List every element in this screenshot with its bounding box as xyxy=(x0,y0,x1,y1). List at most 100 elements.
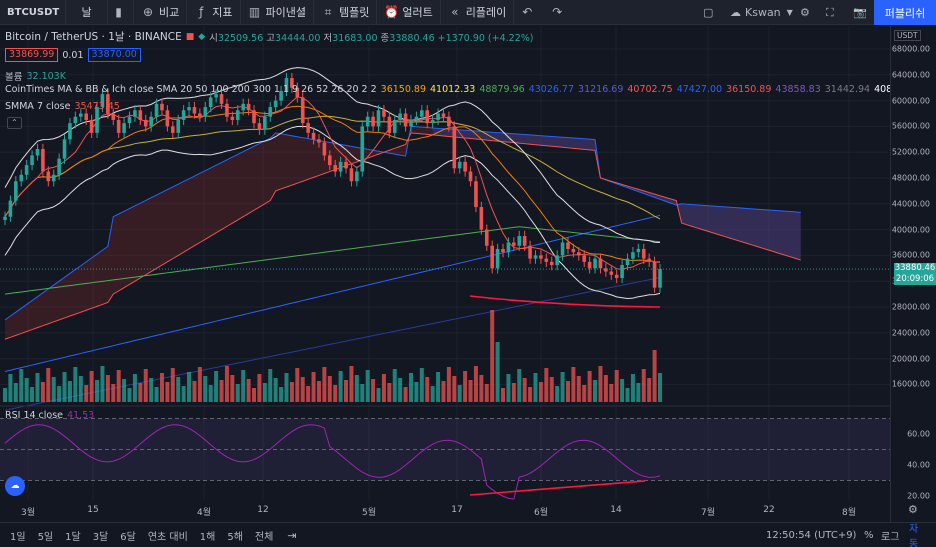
volume-bar xyxy=(349,366,354,402)
volume-bar xyxy=(463,371,468,402)
replay-button[interactable]: « 리플레이 xyxy=(441,0,515,25)
fullscreen-toggle-button[interactable]: ▢ xyxy=(703,0,713,25)
volume-bar xyxy=(295,368,300,402)
percent-toggle[interactable]: % xyxy=(864,529,874,541)
settings-button[interactable]: ⚙ xyxy=(800,0,810,25)
clock[interactable]: 12:50:54 (UTC+9) xyxy=(766,529,857,541)
financials-button[interactable]: ▥ 파이낸셜 xyxy=(241,0,314,25)
price-tick-label: 48000.00 xyxy=(891,173,930,183)
chart-pane[interactable]: Bitcoin / TetherUS · 1날 · BINANCE ■ ◆ 시3… xyxy=(0,26,936,522)
volume-bar xyxy=(208,385,213,402)
volume-bar xyxy=(506,374,511,402)
range-button[interactable]: 연초 대비 xyxy=(147,531,188,543)
volume-bar xyxy=(392,369,397,402)
candle-style-button[interactable]: ▮ xyxy=(108,0,134,25)
volume-bar xyxy=(40,382,45,402)
volume-bar xyxy=(571,367,576,402)
candle-body xyxy=(284,78,289,91)
sell-price-box[interactable]: 33869.99 xyxy=(5,48,59,62)
range-button[interactable]: 전체 xyxy=(254,531,274,543)
range-button[interactable]: 6달 xyxy=(120,531,136,543)
candle-body xyxy=(235,110,240,120)
log-toggle[interactable]: 로그 xyxy=(881,531,900,543)
candle-body xyxy=(51,174,56,182)
time-axis-settings-button[interactable]: ⚙ xyxy=(908,503,918,516)
candle-body xyxy=(106,94,110,114)
alarm-clock-icon: ⏰ xyxy=(384,5,400,19)
candle-body xyxy=(409,119,413,127)
smma-title: SMMA 7 close xyxy=(5,101,71,112)
volume-bar xyxy=(446,367,451,402)
templates-label: 템플릿 xyxy=(338,6,370,19)
currency-unit-label[interactable]: USDT xyxy=(894,30,921,41)
volume-bar xyxy=(490,310,495,402)
candle-body xyxy=(306,123,310,133)
candle-body xyxy=(414,116,419,120)
candle-body xyxy=(392,119,397,133)
layout-menu-button[interactable]: ☁ Kswan ▼ xyxy=(730,0,793,25)
open-value: 32509.56 xyxy=(217,32,264,44)
interval-button[interactable]: 날 xyxy=(66,0,108,25)
candle-body xyxy=(528,245,532,259)
candle-body xyxy=(181,110,186,120)
spread-value: 0.01 xyxy=(62,49,84,61)
tradingview-logo[interactable]: ☁ xyxy=(5,476,25,496)
candle-body xyxy=(452,126,457,169)
candle-body xyxy=(89,119,94,133)
volume-label: 볼륨 xyxy=(5,72,23,83)
candle-body xyxy=(246,103,251,111)
candle-body xyxy=(587,261,592,269)
volume-bar xyxy=(517,369,522,402)
candle-body xyxy=(625,258,630,266)
candle-body xyxy=(257,123,262,130)
rsi-legend[interactable]: RSI 14 close 41.53 xyxy=(5,410,94,421)
fullscreen-button[interactable]: ⛶ xyxy=(826,0,834,25)
range-button[interactable]: 1달 xyxy=(65,531,81,543)
top-toolbar: BTCUSDT 날 ▮ ⊕ 비교 ƒ 지표 ▥ 파이낸셜 ⌗ 템플릿 ⏰ 얼러트 « 리플레… xyxy=(0,0,936,25)
chart-canvas[interactable] xyxy=(0,26,890,522)
price-axis[interactable]: USDT 68000.00 64000.00 60000.00 56000.00 520… xyxy=(890,26,936,522)
candle-body xyxy=(133,110,137,117)
publish-button[interactable]: 퍼블리쉬 xyxy=(874,0,936,25)
volume-bar xyxy=(57,386,62,402)
time-tick-label: 12 xyxy=(257,505,269,515)
candle-body xyxy=(62,139,67,159)
candle-body xyxy=(338,161,343,172)
volume-bar xyxy=(501,388,506,402)
plus-circle-icon: ⊕ xyxy=(142,5,154,19)
candle-body xyxy=(138,110,143,120)
candle-body xyxy=(268,107,273,117)
range-button[interactable]: 3달 xyxy=(92,531,109,543)
time-axis[interactable]: 3월 15 4월 12 5월 17 6월 14 7월 22 8월 xyxy=(0,500,890,522)
legend-collapse-button[interactable]: ⌃ xyxy=(7,117,22,129)
sma-200-line xyxy=(4,214,661,372)
redo-button[interactable]: ↷ xyxy=(544,0,574,25)
range-button[interactable]: 1일 xyxy=(10,531,26,543)
ma-bb-ich-legend[interactable]: CoinTimes MA & BB & Ich close SMA 20 50 … xyxy=(5,84,936,95)
candle-body xyxy=(344,161,348,169)
candle-body xyxy=(300,97,305,124)
ohlc-values: 시32509.56 고34444.00 저31683.00 종33880.46 … xyxy=(209,30,533,44)
range-button[interactable]: 1해 xyxy=(199,531,216,543)
symbol-search-button[interactable]: BTCUSDT xyxy=(0,0,66,25)
buy-price-box[interactable]: 33870.00 xyxy=(87,48,141,62)
compare-button[interactable]: ⊕ 비교 xyxy=(134,0,188,25)
undo-button[interactable]: ↶ xyxy=(514,0,544,25)
snapshot-button[interactable]: 📷 xyxy=(853,0,867,25)
volume-bar xyxy=(262,383,267,402)
candle-body xyxy=(14,181,18,201)
volume-bar xyxy=(344,380,349,402)
alert-button[interactable]: ⏰ 얼러트 xyxy=(377,0,441,25)
layout-name: Kswan xyxy=(745,6,781,19)
range-button[interactable]: 5해 xyxy=(227,531,243,543)
candle-body xyxy=(349,168,354,182)
indicators-button[interactable]: ƒ 지표 xyxy=(187,0,241,25)
smma-value: 35473.45 xyxy=(74,101,120,112)
candle-body xyxy=(463,161,467,172)
auto-scale-toggle[interactable]: 자동 xyxy=(909,524,919,547)
smma-legend[interactable]: SMMA 7 close 35473.45 xyxy=(5,101,120,112)
candle-body xyxy=(614,274,619,278)
goto-date-icon[interactable]: ⇥ xyxy=(287,528,297,542)
range-button[interactable]: 5일 xyxy=(37,531,54,543)
templates-button[interactable]: ⌗ 템플릿 xyxy=(314,0,378,25)
